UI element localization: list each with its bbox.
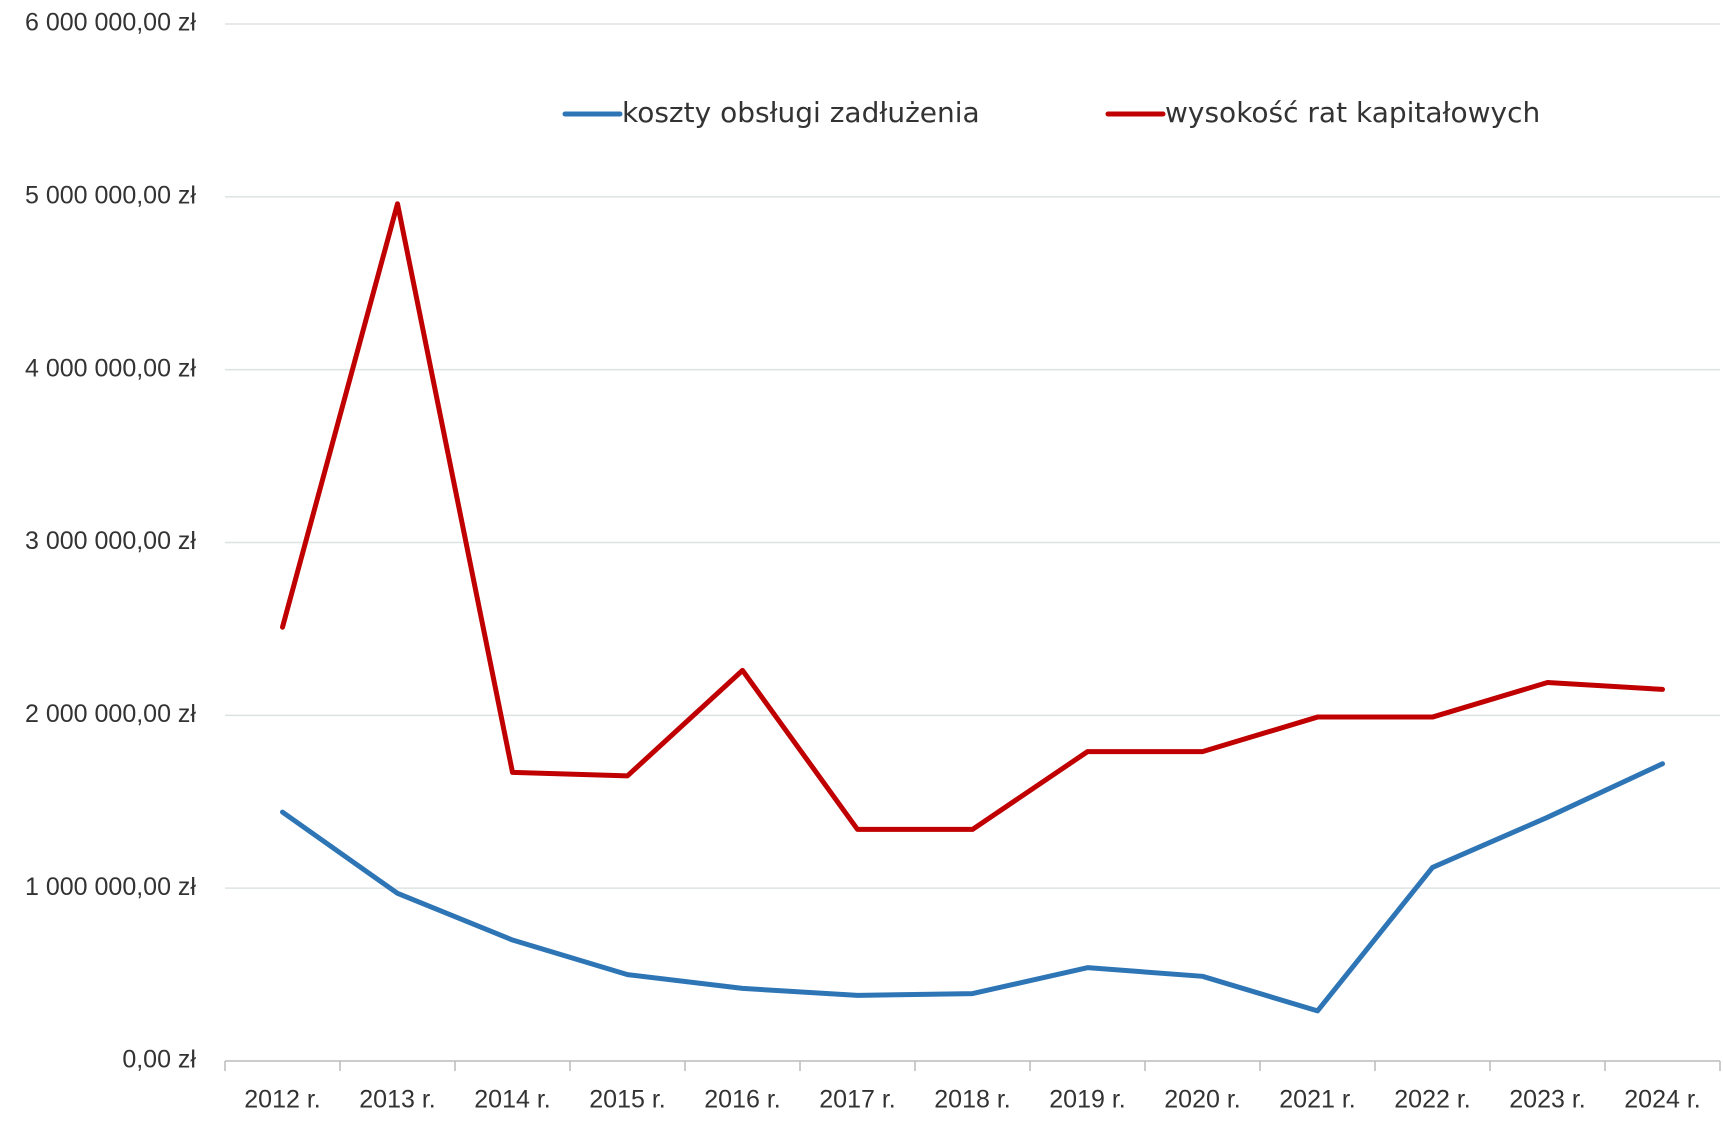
x-tick-label: 2014 r. <box>474 1086 550 1114</box>
x-tick-label: 2022 r. <box>1394 1086 1470 1114</box>
x-tick-label: 2017 r. <box>819 1086 895 1114</box>
y-tick-label: 6 000 000,00 zł <box>25 9 196 37</box>
y-tick-label: 1 000 000,00 zł <box>25 873 196 901</box>
x-tick-label: 2015 r. <box>589 1086 665 1114</box>
x-tick-label: 2019 r. <box>1049 1086 1125 1114</box>
y-tick-label: 2 000 000,00 zł <box>25 700 196 728</box>
legend-label: koszty obsługi zadłużenia <box>622 96 980 129</box>
series-line <box>280 201 1665 832</box>
series-line <box>280 761 1665 1014</box>
y-tick-label: 5 000 000,00 zł <box>25 181 196 209</box>
y-tick-label: 0,00 zł <box>122 1046 196 1074</box>
x-tick-label: 2016 r. <box>704 1086 780 1114</box>
x-tick-label: 2023 r. <box>1509 1086 1585 1114</box>
y-tick-label: 3 000 000,00 zł <box>25 527 196 555</box>
x-tick-label: 2021 r. <box>1279 1086 1355 1114</box>
legend-label: wysokość rat kapitałowych <box>1165 96 1540 129</box>
x-tick-label: 2012 r. <box>244 1086 320 1114</box>
x-tick-label: 2024 r. <box>1624 1086 1700 1114</box>
x-tick-label: 2018 r. <box>934 1086 1010 1114</box>
y-tick-label: 4 000 000,00 zł <box>25 354 196 382</box>
x-tick-label: 2013 r. <box>359 1086 435 1114</box>
x-tick-label: 2020 r. <box>1164 1086 1240 1114</box>
